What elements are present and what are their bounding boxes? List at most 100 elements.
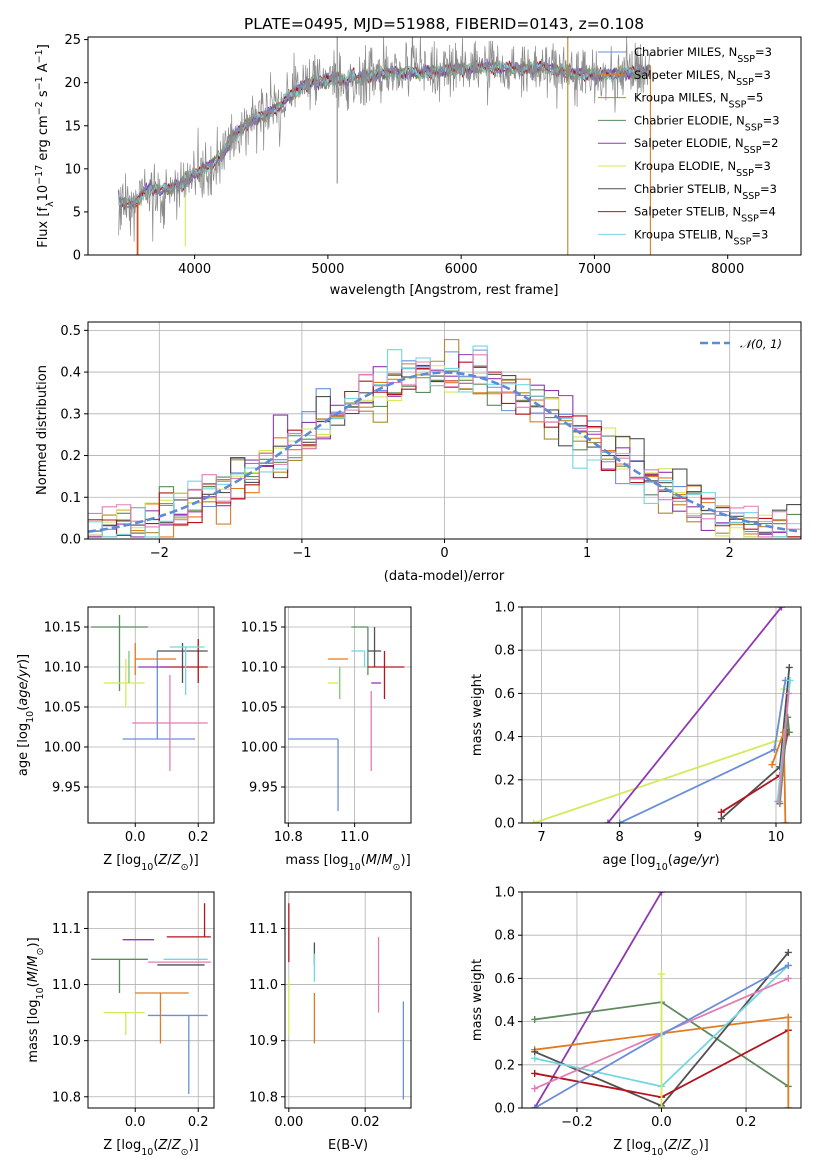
y-axis-label: mass [log10(M/M⊙)]	[26, 937, 46, 1062]
x-tick-label: 0.0	[125, 830, 146, 845]
y-tick-label: 10.9	[52, 1034, 81, 1049]
weight-line	[533, 688, 785, 823]
y-tick-label: 0.4	[494, 1015, 515, 1030]
observed-spectrum	[118, 37, 651, 242]
axes-frame	[284, 606, 412, 824]
y-tick-label: 9.95	[52, 781, 81, 796]
legend-label: Chabrier ELODIE, NSSP=3	[634, 113, 780, 132]
y-tick-label: 25	[64, 33, 81, 48]
weight-marker	[531, 1069, 539, 1077]
weight-marker	[781, 819, 789, 823]
weight-line	[619, 680, 787, 823]
y-tick-label: 0.4	[60, 366, 81, 381]
plot-area	[522, 892, 801, 1108]
y-tick-label: 10.9	[249, 1034, 278, 1049]
y-tick-label: 10.10	[44, 661, 81, 676]
y-tick-label: 11.1	[249, 922, 278, 937]
y-tick-label: 0.2	[494, 773, 515, 788]
weight-marker	[616, 819, 624, 823]
weight-marker	[604, 819, 612, 823]
legend-label: Salpeter MILES, NSSP=3	[634, 68, 771, 88]
age-vs-mass-panel: 10.8 11.0 9.95 10.00 10.05 10.10 10.15 mass [lo…	[241, 606, 412, 873]
residual-histogram	[88, 354, 801, 539]
axes-frame	[521, 606, 802, 824]
axes-frame	[87, 321, 802, 540]
y-tick-label: 0.1	[60, 491, 81, 506]
y-tick-label: 0.0	[60, 533, 81, 548]
weight-marker	[785, 663, 793, 671]
normal-curve	[88, 371, 801, 533]
errorbar-point	[122, 651, 196, 740]
errorbar-point	[351, 650, 366, 667]
legend-entry: Kroupa STELIB, NSSP=3	[598, 227, 768, 247]
y-tick-label: 10.15	[44, 621, 81, 636]
weight-marker	[784, 974, 792, 982]
errorbar-point	[367, 651, 405, 699]
x-tick-label: 2	[726, 546, 734, 561]
weight-line	[778, 693, 790, 802]
legend-label: Kroupa MILES, NSSP=5	[634, 91, 763, 111]
y-tick-label: 10	[64, 162, 81, 177]
age-vs-metallicity-panel: 0.0 0.2 9.95 10.00 10.05 10.10 10.15 Z [log10(Z…	[16, 606, 215, 873]
chart-title: PLATE=0495, MJD=51988, FIBERID=0143, z=0…	[244, 15, 644, 33]
y-tick-label: 0.2	[494, 1058, 515, 1073]
weight-marker	[658, 970, 665, 978]
legend-label: Chabrier STELIB, NSSP=3	[634, 182, 777, 202]
x-tick-label: −2	[150, 546, 169, 561]
weight-marker	[785, 728, 793, 736]
x-tick-label: 7000	[578, 262, 611, 277]
y-tick-label: 0	[73, 249, 81, 264]
weight-marker	[784, 1104, 792, 1108]
y-tick-label: 15	[64, 119, 81, 134]
weight-marker	[777, 607, 785, 611]
y-tick-label: 0.0	[494, 1102, 515, 1117]
errorbar-point	[367, 627, 382, 667]
legend: Chabrier MILES, NSSP=3 Salpeter MILES, NS…	[598, 45, 780, 247]
y-tick-label: 0.4	[494, 730, 515, 745]
legend-label: Kroupa STELIB, NSSP=3	[634, 227, 768, 247]
weight-line	[607, 607, 783, 823]
y-tick-label: 0.0	[494, 817, 515, 832]
weight-marker	[531, 1085, 539, 1093]
y-tick-label: 20	[64, 76, 81, 91]
y-tick-label: 0.2	[60, 449, 81, 464]
x-tick-label: 1	[583, 546, 591, 561]
weight-marker	[658, 1104, 665, 1108]
axes-frame	[87, 891, 215, 1109]
weight-marker	[531, 1054, 539, 1062]
y-tick-label: 10.00	[241, 741, 278, 756]
errorbar-point	[160, 639, 208, 683]
y-tick-label: 11.1	[52, 922, 81, 937]
errorbar-point	[91, 958, 148, 993]
weight-marker	[530, 819, 538, 823]
legend-entry: Salpeter MILES, NSSP=3	[598, 68, 771, 88]
weight-marker	[531, 1015, 539, 1023]
x-axis-label: wavelength [Angstrom, rest frame]	[330, 283, 559, 298]
y-tick-label: 0.3	[60, 407, 81, 422]
x-axis-label: age [log10(age/yr)	[602, 853, 719, 873]
spectrum-panel: 4000 5000 6000 7000 8000 0 5 10 15 20 25 PLATE=0495…	[34, 15, 802, 298]
x-tick-label: 0.0	[125, 1115, 146, 1130]
massweight-vs-age-panel: 7 8 9 10 0.0 0.2 0.4 0.6 0.8 1.0 age [log10(age/yr…	[470, 601, 802, 873]
x-tick-label: 9	[694, 830, 702, 845]
errorbar-point	[166, 903, 211, 938]
y-axis-label: mass weight	[470, 674, 485, 756]
y-tick-label: 0.5	[60, 324, 81, 339]
x-tick-label: 0.2	[188, 830, 209, 845]
legend-entry: Chabrier ELODIE, NSSP=3	[598, 113, 780, 133]
weight-marker	[784, 948, 792, 956]
plot-area	[522, 607, 801, 823]
y-axis-label: mass weight	[470, 959, 485, 1041]
legend-entry: Chabrier MILES, NSSP=3	[598, 45, 772, 65]
plot-area	[88, 892, 214, 1108]
y-tick-label: 10.15	[241, 621, 278, 636]
legend-label: Kroupa ELODIE, NSSP=3	[634, 159, 771, 179]
y-tick-label: 9.95	[249, 781, 278, 796]
x-tick-label: 6000	[445, 262, 478, 277]
legend-entry: Kroupa MILES, NSSP=5	[598, 91, 763, 111]
plot-area	[285, 607, 411, 823]
y-axis-label: age [log10(age/yr)]	[16, 654, 36, 776]
y-tick-label: 0.6	[494, 972, 515, 987]
x-tick-label: 8	[616, 830, 624, 845]
